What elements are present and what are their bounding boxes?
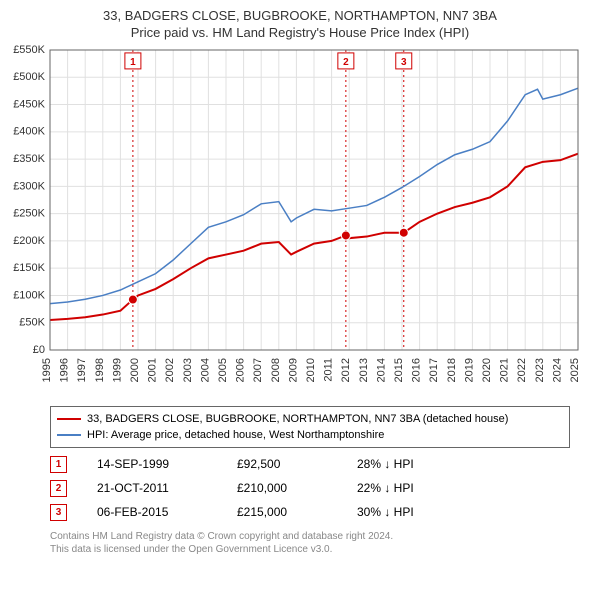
svg-text:2012: 2012 — [340, 358, 352, 382]
title-line2: Price paid vs. HM Land Registry's House … — [0, 25, 600, 40]
sale-marker-dot — [128, 295, 137, 304]
svg-text:2014: 2014 — [375, 358, 387, 382]
svg-text:3: 3 — [401, 57, 407, 68]
svg-text:1996: 1996 — [59, 358, 71, 382]
footer-line1: Contains HM Land Registry data © Crown c… — [50, 530, 570, 543]
svg-text:2019: 2019 — [463, 358, 475, 382]
svg-text:2007: 2007 — [252, 358, 264, 382]
svg-text:2005: 2005 — [217, 358, 229, 382]
svg-text:2001: 2001 — [147, 358, 159, 382]
marker-badge: 3 — [50, 504, 67, 521]
svg-text:£500K: £500K — [13, 71, 45, 83]
svg-text:£150K: £150K — [13, 262, 45, 274]
svg-text:£0: £0 — [33, 344, 45, 356]
marker-badge: 1 — [50, 456, 67, 473]
svg-text:2020: 2020 — [481, 358, 493, 382]
svg-text:1999: 1999 — [111, 358, 123, 382]
sale-marker-dot — [341, 231, 350, 240]
svg-text:2008: 2008 — [270, 358, 282, 382]
footer: Contains HM Land Registry data © Crown c… — [50, 530, 570, 556]
svg-text:2011: 2011 — [323, 358, 335, 382]
svg-text:£400K: £400K — [13, 126, 45, 138]
svg-text:2004: 2004 — [199, 358, 211, 382]
title-block: 33, BADGERS CLOSE, BUGBROOKE, NORTHAMPTO… — [0, 0, 600, 40]
svg-text:2: 2 — [343, 57, 349, 68]
svg-text:2018: 2018 — [446, 358, 458, 382]
sale-price: £215,000 — [237, 505, 327, 519]
svg-text:1: 1 — [130, 57, 136, 68]
svg-text:£350K: £350K — [13, 153, 45, 165]
svg-text:2022: 2022 — [516, 358, 528, 382]
svg-text:2009: 2009 — [287, 358, 299, 382]
sale-marker-dot — [399, 228, 408, 237]
svg-text:2000: 2000 — [129, 358, 141, 382]
svg-text:1995: 1995 — [41, 358, 53, 382]
sale-date: 06-FEB-2015 — [97, 505, 207, 519]
sales-row: 3 06-FEB-2015 £215,000 30% ↓ HPI — [50, 500, 570, 524]
svg-text:2017: 2017 — [428, 358, 440, 382]
legend-label: HPI: Average price, detached house, West… — [87, 427, 384, 443]
legend-swatch — [57, 434, 81, 436]
svg-text:2025: 2025 — [569, 358, 581, 382]
svg-text:£100K: £100K — [13, 289, 45, 301]
sale-price: £92,500 — [237, 457, 327, 471]
svg-text:2023: 2023 — [534, 358, 546, 382]
svg-text:£50K: £50K — [19, 317, 45, 329]
svg-text:£250K: £250K — [13, 208, 45, 220]
svg-text:2015: 2015 — [393, 358, 405, 382]
sale-diff: 30% ↓ HPI — [357, 505, 447, 519]
sales-table: 1 14-SEP-1999 £92,500 28% ↓ HPI 2 21-OCT… — [50, 452, 570, 524]
svg-text:1998: 1998 — [94, 358, 106, 382]
marker-badge: 2 — [50, 480, 67, 497]
sale-date: 21-OCT-2011 — [97, 481, 207, 495]
svg-text:£450K: £450K — [13, 98, 45, 110]
svg-text:2024: 2024 — [551, 358, 563, 382]
svg-text:£300K: £300K — [13, 180, 45, 192]
chart-svg: £0 £50K £100K £150K £200K £250K £300K £350K £400… — [0, 40, 600, 400]
legend: 33, BADGERS CLOSE, BUGBROOKE, NORTHAMPTO… — [50, 406, 570, 448]
svg-text:1997: 1997 — [76, 358, 88, 382]
sale-diff: 22% ↓ HPI — [357, 481, 447, 495]
legend-item: HPI: Average price, detached house, West… — [57, 427, 563, 443]
svg-text:2006: 2006 — [235, 358, 247, 382]
svg-text:£200K: £200K — [13, 235, 45, 247]
chart: £0 £50K £100K £150K £200K £250K £300K £350K £400… — [0, 40, 600, 400]
svg-text:£550K: £550K — [13, 44, 45, 56]
sale-diff: 28% ↓ HPI — [357, 457, 447, 471]
sale-date: 14-SEP-1999 — [97, 457, 207, 471]
sale-price: £210,000 — [237, 481, 327, 495]
svg-text:2013: 2013 — [358, 358, 370, 382]
page: 33, BADGERS CLOSE, BUGBROOKE, NORTHAMPTO… — [0, 0, 600, 556]
footer-line2: This data is licensed under the Open Gov… — [50, 543, 570, 556]
sales-row: 2 21-OCT-2011 £210,000 22% ↓ HPI — [50, 476, 570, 500]
svg-text:2021: 2021 — [499, 358, 511, 382]
svg-text:2016: 2016 — [411, 358, 423, 382]
legend-label: 33, BADGERS CLOSE, BUGBROOKE, NORTHAMPTO… — [87, 411, 508, 427]
legend-swatch — [57, 418, 81, 420]
svg-text:2003: 2003 — [182, 358, 194, 382]
legend-item: 33, BADGERS CLOSE, BUGBROOKE, NORTHAMPTO… — [57, 411, 563, 427]
svg-text:2002: 2002 — [164, 358, 176, 382]
title-line1: 33, BADGERS CLOSE, BUGBROOKE, NORTHAMPTO… — [0, 8, 600, 23]
sales-row: 1 14-SEP-1999 £92,500 28% ↓ HPI — [50, 452, 570, 476]
svg-text:2010: 2010 — [305, 358, 317, 382]
